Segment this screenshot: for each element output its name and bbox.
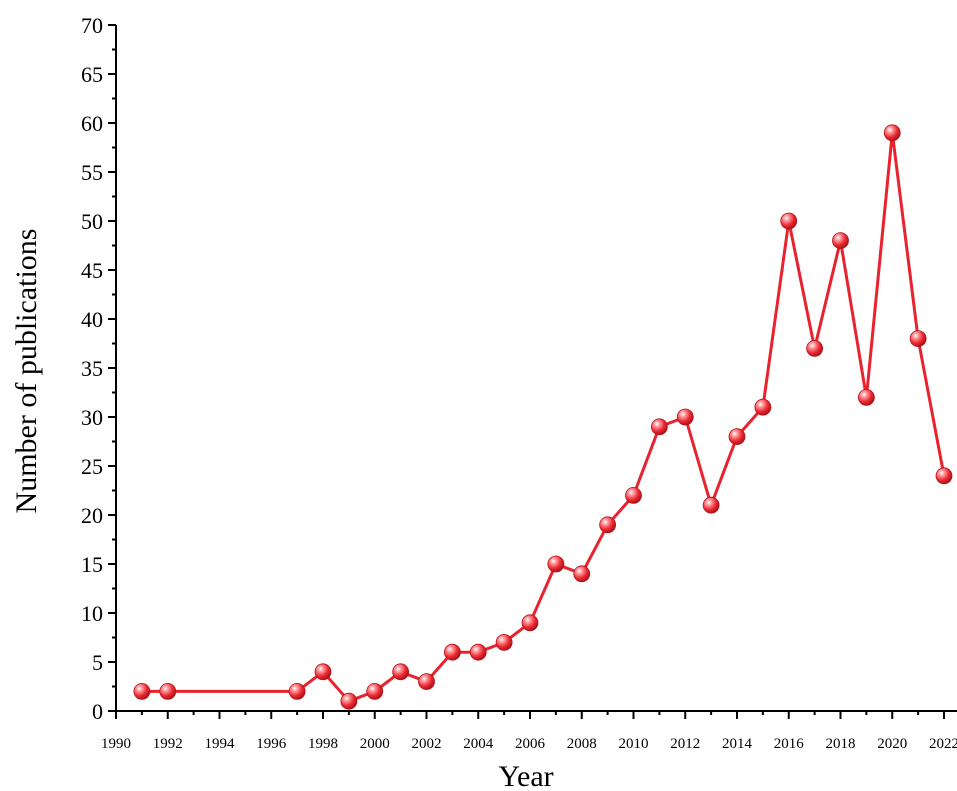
- data-point: [806, 339, 824, 357]
- y-tick-label: 10: [81, 601, 103, 626]
- y-tick-label: 50: [81, 209, 103, 234]
- y-tick-label: 70: [81, 13, 103, 38]
- y-tick-label: 35: [81, 356, 103, 381]
- x-tick-label: 2000: [360, 736, 390, 752]
- y-axis-ticks: 0 5 10 15 20 25 30 35 40 45 50 55 60 65 70: [81, 13, 116, 724]
- y-tick-label: 60: [81, 111, 103, 136]
- y-tick-label: 25: [81, 454, 103, 479]
- data-point: [728, 428, 746, 446]
- data-point: [159, 683, 177, 700]
- y-axis-title: Number of publications: [10, 229, 43, 514]
- data-point: [521, 614, 539, 632]
- data-point: [418, 673, 435, 690]
- x-tick-label: 2018: [826, 736, 856, 752]
- data-point: [547, 555, 565, 573]
- x-tick-label: 2012: [670, 736, 700, 752]
- data-point: [495, 634, 513, 651]
- data-point: [754, 398, 772, 416]
- x-tick-label: 2004: [463, 736, 494, 752]
- data-point: [625, 486, 642, 504]
- x-axis-title: Year: [498, 760, 553, 791]
- data-point: [314, 663, 332, 681]
- data-point: [909, 330, 927, 348]
- data-point: [935, 467, 953, 485]
- data-point: [366, 683, 384, 700]
- x-tick-label: 1992: [153, 736, 183, 752]
- x-tick-label: 2006: [515, 736, 546, 752]
- series: [133, 124, 953, 710]
- y-tick-label: 0: [92, 699, 103, 724]
- y-tick-label: 45: [81, 258, 103, 283]
- x-tick-label: 2008: [567, 736, 597, 752]
- y-tick-label: 5: [92, 650, 103, 675]
- x-axis-ticks: 1990 1992 1994 1996 1998 2000 2002 2004 2006 2008…: [101, 711, 957, 752]
- data-point: [650, 418, 668, 436]
- x-tick-label: 2022: [929, 736, 957, 752]
- x-tick-label: 2010: [619, 736, 649, 752]
- data-point: [340, 692, 358, 710]
- x-tick-label: 2014: [722, 736, 753, 752]
- data-point: [702, 496, 720, 514]
- x-tick-label: 1998: [308, 736, 338, 752]
- x-tick-label: 1994: [205, 736, 236, 752]
- y-tick-label: 30: [81, 405, 103, 430]
- data-point: [288, 683, 306, 700]
- data-point: [443, 643, 461, 661]
- data-point: [573, 565, 591, 583]
- x-tick-label: 2020: [877, 736, 907, 752]
- data-point: [599, 516, 617, 534]
- data-point: [133, 683, 151, 700]
- data-point: [780, 212, 798, 230]
- x-tick-label: 1990: [101, 736, 131, 752]
- data-point: [857, 388, 875, 406]
- series-line: [141, 131, 946, 703]
- y-tick-label: 15: [81, 552, 103, 577]
- x-tick-label: 2016: [774, 736, 805, 752]
- data-point: [392, 663, 410, 681]
- data-point: [832, 232, 849, 250]
- y-tick-label: 65: [81, 62, 103, 87]
- x-tick-label: 1996: [256, 736, 287, 752]
- data-point: [469, 643, 487, 661]
- y-tick-label: 40: [81, 307, 103, 332]
- y-tick-label: 20: [81, 503, 103, 528]
- data-point: [883, 124, 901, 142]
- y-tick-label: 55: [81, 160, 103, 185]
- data-point: [676, 408, 694, 426]
- x-tick-label: 2002: [412, 736, 442, 752]
